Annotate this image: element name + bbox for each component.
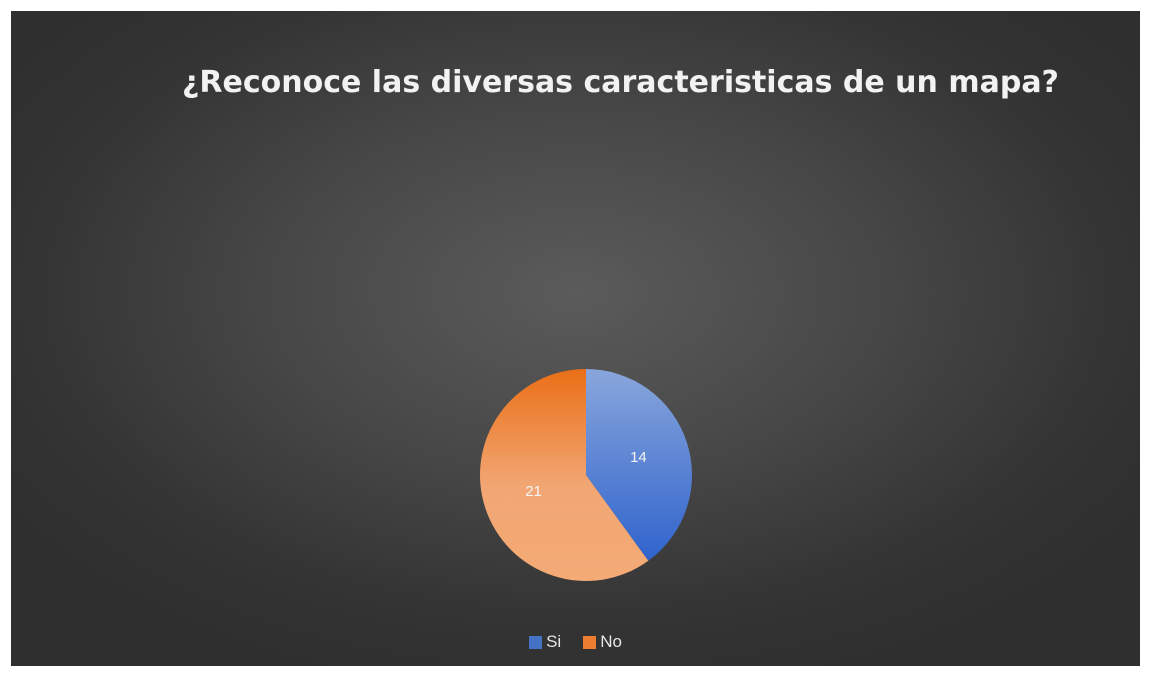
legend-label-si: Si (546, 632, 562, 651)
chart-title: ¿Reconoce las diversas caracteristicas d… (182, 65, 1059, 100)
pie-slice-si (586, 368, 692, 561)
pie-data-labels: 14 21 (525, 449, 647, 500)
legend: Si No (11, 632, 1140, 652)
chart-title-container: ¿Reconoce las diversas caracteristicas d… (11, 11, 1140, 131)
legend-label-no: No (600, 632, 622, 651)
legend-item-no: No (583, 632, 622, 652)
legend-item-si: Si (529, 632, 561, 652)
chart-area: ¿Reconoce las diversas caracteristicas d… (11, 11, 1140, 666)
legend-swatch-no (583, 635, 597, 649)
pie-slices (480, 368, 692, 581)
data-label-no: 21 (525, 483, 542, 500)
legend-swatch-si (529, 635, 543, 649)
pie-slice-no (480, 369, 649, 581)
pie-chart: 14 21 (480, 368, 692, 581)
data-label-si: 14 (630, 449, 647, 466)
